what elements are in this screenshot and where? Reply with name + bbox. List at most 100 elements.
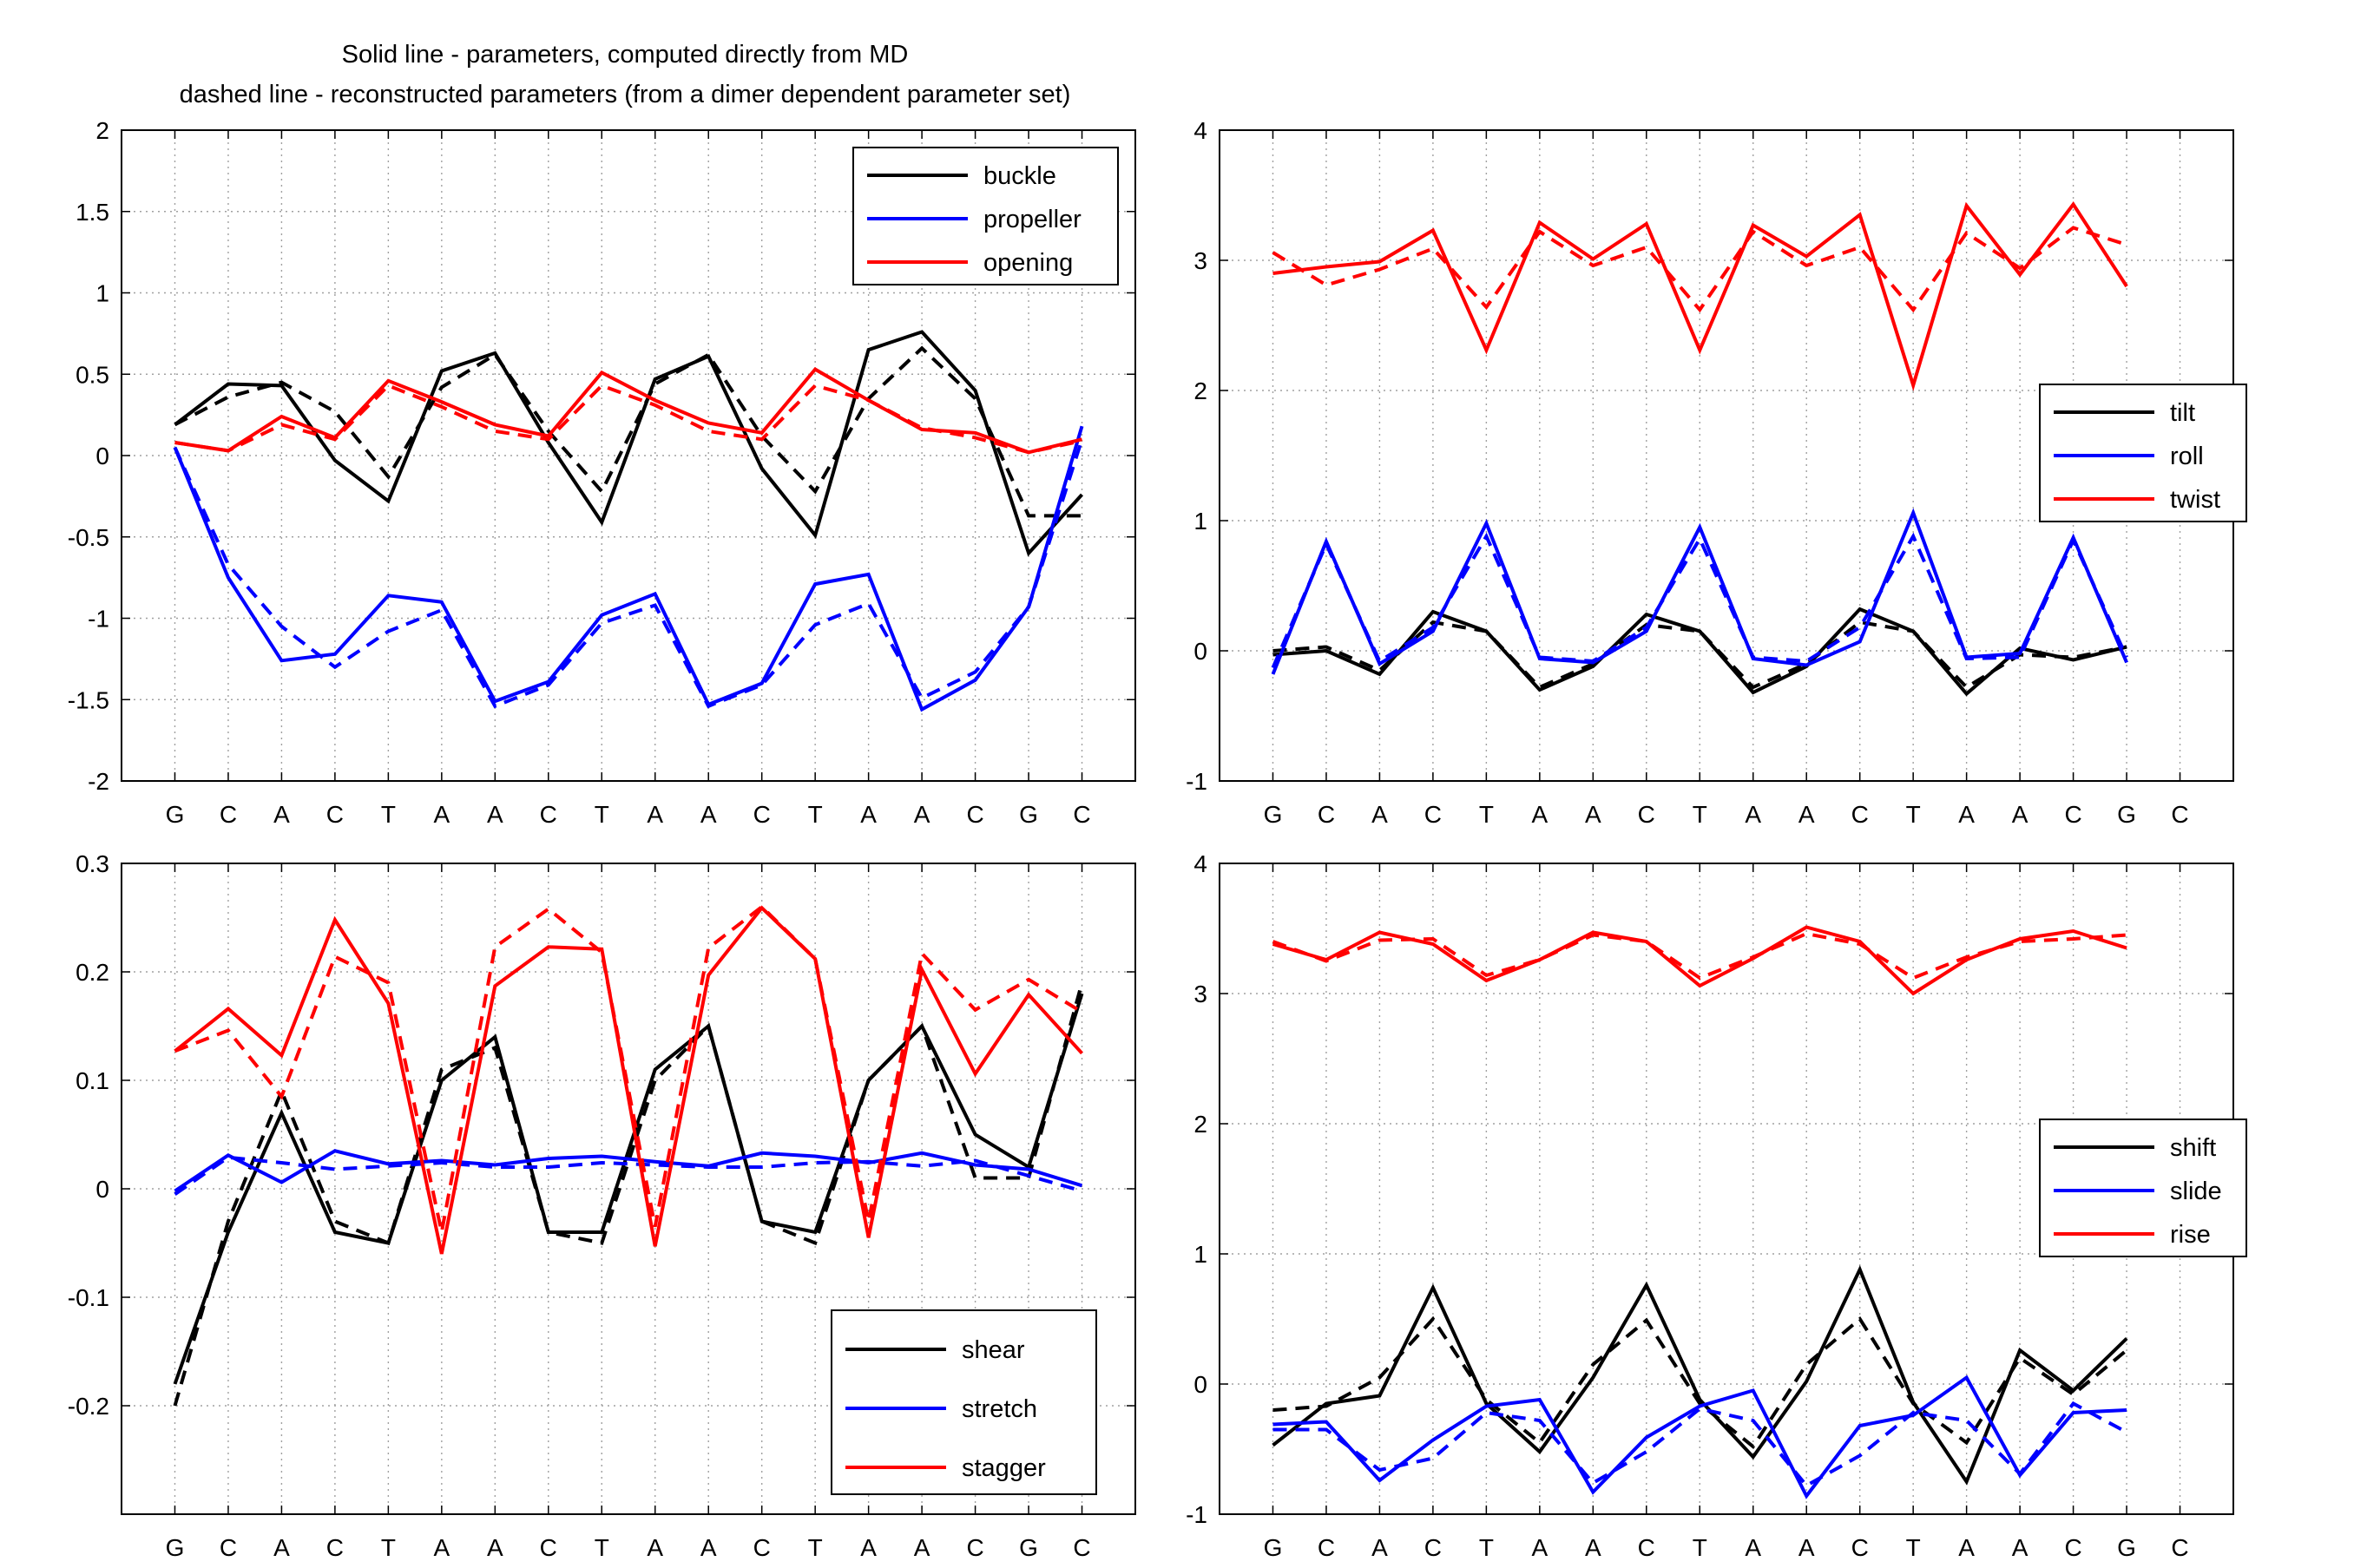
x-tick-label: C [1318,1534,1335,1561]
x-tick-label: G [2117,1534,2136,1561]
y-tick-label: 2 [95,117,109,144]
x-tick-label: C [1638,1534,1655,1561]
series-line-shear-solid [173,993,1084,1385]
y-tick-label: -1.5 [68,686,109,713]
x-tick-label: C [1638,801,1655,828]
x-tick-label: C [1424,1534,1442,1561]
x-tick-label: A [273,1534,290,1561]
x-tick-label: A [700,801,717,828]
chart-panel-2: G C A C T A A C T A A C T A A C G C -1 0 1 2 3 4 tilt roll twist [1186,117,2247,828]
y-tick-label: -1 [88,606,109,633]
legend-label-twist: twist [2170,486,2220,514]
axes-frame [121,129,1136,782]
x-tick-label: C [966,1534,983,1561]
x-tick-label: T [595,1534,609,1561]
legend-label-shift: shift [2170,1134,2216,1162]
x-tick-label: G [1264,1534,1283,1561]
x-tick-label: C [2064,801,2081,828]
x-tick-label: C [1851,1534,1869,1561]
series-line-buckle-solid [174,330,1083,557]
x-tick-label: C [1073,1534,1090,1561]
x-tick-label: C [1424,801,1442,828]
series-line-reconstructed-dashed [173,438,1084,709]
x-tick-label: T [1479,801,1494,828]
x-tick-label: T [1479,1534,1494,1561]
series-line-roll-solid [1271,508,2128,675]
y-tick-label: 2 [1193,377,1207,404]
series-line-twist-solid [1272,201,2128,391]
x-tick-label: C [2064,1534,2081,1561]
legend-label-slide: slide [2170,1178,2222,1205]
series-line-stretch-solid [174,1149,1083,1193]
x-tick-label: A [914,801,930,828]
legend-label-buckle: buckle [983,162,1056,190]
y-tick-label: 0.5 [76,361,109,388]
y-tick-label: 0 [1193,1371,1207,1398]
x-tick-label: A [1531,1534,1548,1561]
series-line-reconstructed-dashed [1272,1401,2128,1488]
y-tick-label: 0 [95,1176,109,1203]
x-tick-label: T [1693,1534,1707,1561]
x-tick-label: C [220,801,237,828]
x-tick-label: A [2012,1534,2029,1561]
series-line-reconstructed-dashed [174,345,1082,518]
x-tick-label: G [1264,801,1283,828]
x-tick-label: G [2117,801,2136,828]
x-tick-label: G [1019,801,1038,828]
y-tick-label: -2 [88,768,109,795]
x-tick-label: C [1318,801,1335,828]
x-tick-label: C [753,1534,771,1561]
y-tick-label: -1 [1186,1501,1207,1528]
y-tick-label: 0 [1193,638,1207,665]
y-tick-label: 0.2 [76,959,109,986]
x-tick-label: A [1745,801,1761,828]
x-tick-label: C [1073,801,1090,828]
x-tick-label: C [326,1534,344,1561]
x-tick-label: G [166,801,185,828]
legend-label-shear: shear [962,1336,1025,1364]
x-tick-label: A [1585,801,1601,828]
title-line-2: dashed line - reconstructed parameters (… [180,81,1071,108]
x-tick-label: A [1531,801,1548,828]
y-tick-label: 1 [95,280,109,307]
axes-frame [121,863,1136,1515]
x-tick-label: C [220,1534,237,1561]
y-tick-label: 3 [1193,981,1207,1007]
x-tick-label: A [860,1534,877,1561]
x-tick-label: A [1585,1534,1601,1561]
x-tick-label: A [1371,1534,1388,1561]
x-tick-label: T [1906,1534,1921,1561]
y-tick-label: 1.5 [76,199,109,226]
y-tick-label: 3 [1193,247,1207,274]
y-tick-label: 0.3 [76,850,109,877]
x-tick-label: T [1906,801,1921,828]
y-tick-label: 1 [1193,1241,1207,1268]
x-tick-label: A [1798,1534,1815,1561]
x-tick-label: A [647,801,663,828]
y-tick-label: 1 [1193,508,1207,535]
legend-label-stagger: stagger [962,1454,1046,1482]
x-tick-label: C [2171,1534,2188,1561]
series-line-reconstructed-dashed [1272,226,2127,313]
x-tick-label: C [326,801,344,828]
y-tick-label: -0.5 [68,524,109,551]
x-tick-label: A [647,1534,663,1561]
title-line-1: Solid line - parameters, computed direct… [342,41,909,69]
series-line-reconstructed-dashed [1272,1315,2128,1449]
x-tick-label: C [2171,801,2188,828]
x-tick-label: T [595,801,609,828]
x-tick-label: A [2012,801,2029,828]
y-tick-label: 4 [1193,117,1207,144]
x-tick-label: T [808,801,823,828]
x-tick-label: T [1693,801,1707,828]
x-tick-label: T [381,801,396,828]
chart-panel-3: G C A C T A A C T A A C T A A C G C -0.2 -0.1 0 0.1 0.2 0.3 shea… [68,850,1136,1561]
x-tick-label: A [700,1534,717,1561]
y-tick-label: -0.2 [68,1393,109,1420]
x-tick-label: A [487,801,503,828]
legend-label-tilt: tilt [2170,399,2195,427]
series-line-reconstructed-dashed [1271,532,2128,669]
legend-label-opening: opening [983,249,1073,277]
y-tick-label: 0.1 [76,1067,109,1094]
